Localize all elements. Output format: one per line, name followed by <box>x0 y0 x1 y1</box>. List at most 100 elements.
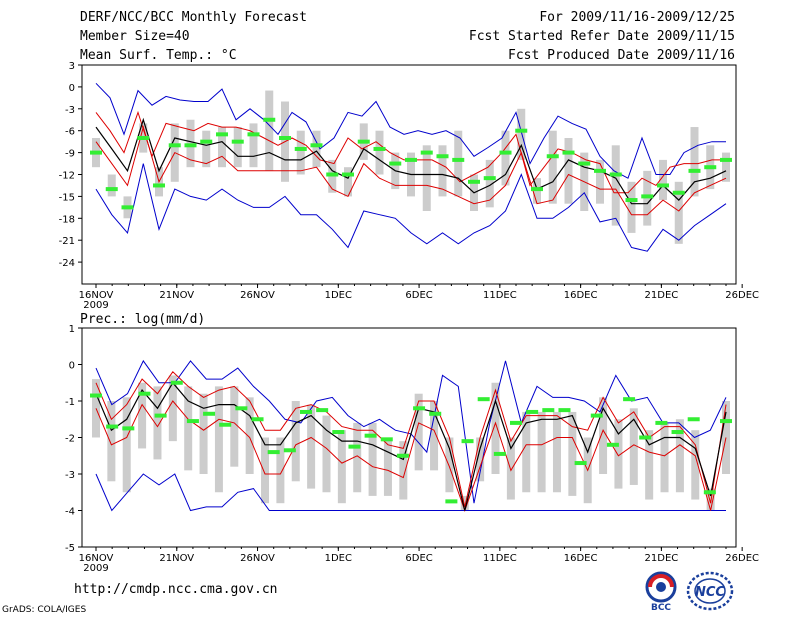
ncc-logo-text: NCC <box>695 585 725 600</box>
obs-marker <box>267 450 280 455</box>
series-min-line <box>95 473 726 512</box>
ensemble-bar <box>506 437 515 500</box>
x-tick-label: 21DEC <box>645 290 679 301</box>
ensemble-bar <box>501 130 510 186</box>
obs-marker <box>546 154 559 159</box>
series-mean-line <box>95 381 727 511</box>
ensemble-bar <box>611 145 620 226</box>
series-spread_bottom-line <box>95 400 727 513</box>
y-tick-label: 0 <box>69 361 75 372</box>
obs-marker <box>235 406 248 411</box>
obs-marker <box>263 117 276 122</box>
x-year-label: 2009 <box>83 563 108 574</box>
ensemble-bar <box>476 437 485 482</box>
obs-marker <box>380 437 393 442</box>
ensemble-bar <box>599 397 608 474</box>
ensemble-bar <box>383 437 392 496</box>
obs-marker <box>461 439 474 444</box>
x-tick-label: 6DEC <box>405 290 432 301</box>
ensemble-bar <box>422 145 431 211</box>
obs-marker <box>203 411 216 416</box>
obs-marker <box>342 172 354 177</box>
x-tick-label: 1DEC <box>325 290 352 301</box>
website-url[interactable]: http://cmdp.ncc.cma.gov.cn <box>74 582 278 597</box>
ensemble-bar <box>485 159 494 208</box>
y-tick-label: -24 <box>59 258 75 269</box>
ensemble-bar <box>344 167 352 197</box>
obs-marker <box>420 150 433 155</box>
ensemble-bar <box>230 386 239 467</box>
obs-marker <box>364 433 377 438</box>
ensemble-bar <box>438 145 447 197</box>
obs-marker <box>657 183 669 188</box>
ensemble-bar <box>430 401 439 471</box>
obs-marker <box>639 435 652 440</box>
obs-marker <box>609 172 622 177</box>
obs-marker <box>231 139 244 144</box>
ensemble-bar <box>184 386 193 471</box>
y-tick-label: -12 <box>59 171 75 182</box>
ensemble-bar <box>445 437 454 493</box>
ensemble-bar <box>659 159 667 201</box>
series-mean-line <box>95 117 727 205</box>
obs-marker <box>531 187 543 192</box>
obs-marker <box>558 408 571 413</box>
obs-marker <box>526 409 539 414</box>
obs-marker <box>184 143 197 148</box>
y-tick-label: 0 <box>69 83 75 94</box>
ensemble-bar <box>522 411 531 493</box>
obs-marker <box>671 430 684 435</box>
x-tick-label: 16DEC <box>564 290 598 301</box>
obs-marker <box>247 132 260 137</box>
ensemble-bar <box>568 411 577 496</box>
ensemble-bar <box>722 152 730 182</box>
ensemble-bar <box>296 130 305 175</box>
series-min-line <box>95 163 727 252</box>
x-tick-label: 26NOV <box>240 290 275 301</box>
obs-marker <box>578 161 591 166</box>
ensemble-bar <box>491 382 500 474</box>
ensemble-bar <box>399 441 408 500</box>
x-year-label: 2009 <box>83 300 108 311</box>
obs-marker <box>445 499 458 504</box>
obs-marker <box>574 461 587 466</box>
obs-marker <box>168 143 181 148</box>
obs-marker <box>493 451 506 456</box>
obs-marker <box>594 168 606 173</box>
obs-marker <box>200 139 213 144</box>
ensemble-bar <box>414 393 423 471</box>
ensemble-bar <box>629 408 638 485</box>
obs-marker <box>283 448 296 453</box>
y-tick-label: -6 <box>65 127 75 138</box>
obs-marker <box>477 397 490 402</box>
y-tick-label: -3 <box>65 470 75 481</box>
y-tick-label: -1 <box>65 397 75 408</box>
obs-marker <box>332 430 345 435</box>
y-tick-label: -15 <box>59 192 75 203</box>
obs-marker <box>90 150 102 155</box>
obs-marker <box>720 157 732 162</box>
ensemble-bar <box>261 437 270 504</box>
obs-marker <box>170 380 183 385</box>
obs-marker <box>429 411 442 416</box>
obs-marker <box>704 165 717 170</box>
variable-label: Mean Surf. Temp.: °C <box>80 48 237 63</box>
obs-marker <box>294 146 307 151</box>
obs-marker <box>326 172 339 177</box>
chart-title: DERF/NCC/BCC Monthly Forecast <box>80 10 307 25</box>
ensemble-bar <box>691 430 700 500</box>
obs-marker <box>562 150 575 155</box>
ensemble-bar <box>353 422 362 493</box>
x-tick-label: 21NOV <box>159 290 194 301</box>
ensemble-bar <box>552 411 561 493</box>
ensemble-bar <box>375 130 384 175</box>
ensemble-bar <box>337 430 346 504</box>
obs-marker <box>623 397 636 402</box>
ensemble-bar <box>674 181 683 244</box>
x-tick-label: 16NOV <box>79 553 114 564</box>
ensemble-bar <box>660 422 669 493</box>
ensemble-bar <box>596 159 604 204</box>
obs-marker <box>703 490 716 495</box>
x-tick-label: 16NOV <box>79 290 114 301</box>
y-tick-label: 1 <box>69 324 75 335</box>
